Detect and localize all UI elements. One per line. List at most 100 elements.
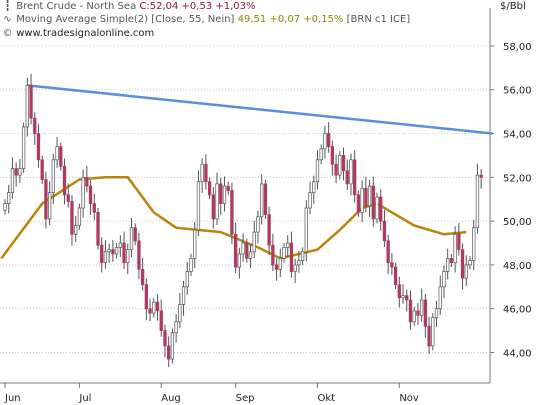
- candle-down: [230, 190, 234, 235]
- candle-down: [226, 185, 230, 191]
- candle-up: [77, 207, 82, 226]
- candle-up: [241, 242, 245, 255]
- candle-down: [460, 249, 465, 279]
- candle-down: [100, 244, 104, 264]
- candle-up: [312, 181, 316, 194]
- candle-up: [453, 233, 457, 264]
- candle-down: [40, 159, 44, 180]
- candle-up: [3, 203, 7, 211]
- candle-up: [260, 183, 264, 218]
- candle-down: [423, 299, 428, 327]
- candle-up: [431, 317, 435, 347]
- legend-symbol: [BRN c1 ICE]: [346, 14, 411, 25]
- candle-down: [245, 242, 249, 259]
- candle-down: [393, 266, 398, 285]
- candle-up: [282, 247, 286, 259]
- legend-ma-values: 49,51 +0,07 +0,15%: [237, 14, 344, 25]
- candle-down: [62, 166, 67, 196]
- candle-up: [126, 249, 130, 264]
- candle-up: [438, 286, 442, 310]
- candle-down: [207, 181, 212, 196]
- legend-moving-average: ∿ Moving Average Simple(2) [Close, 55, N…: [2, 13, 410, 26]
- candle-down: [219, 183, 223, 204]
- candle-up: [297, 260, 301, 266]
- candle-up: [51, 159, 56, 194]
- candle-down: [386, 240, 390, 264]
- candle-up: [349, 159, 353, 185]
- candle-down: [397, 284, 401, 299]
- x-tick-label: Aug: [161, 393, 181, 404]
- candle-down: [96, 212, 100, 246]
- candle-up: [74, 225, 78, 235]
- candle-down: [111, 249, 115, 255]
- candle-down: [167, 345, 171, 360]
- candle-up: [114, 247, 119, 255]
- candle-up: [304, 207, 308, 253]
- candle-up: [222, 185, 227, 204]
- candle-down: [353, 159, 357, 196]
- candle-up: [412, 310, 416, 323]
- candle-down: [148, 308, 152, 314]
- candle-down: [36, 133, 41, 161]
- candle-up: [278, 258, 282, 270]
- candle-up: [18, 168, 22, 176]
- candle-up: [81, 176, 85, 209]
- candle-down: [371, 185, 375, 220]
- candle-down: [137, 240, 141, 270]
- candle-down: [345, 170, 349, 185]
- x-tick-label: Jul: [78, 393, 91, 404]
- candle-down: [271, 244, 275, 266]
- candle-down: [416, 310, 420, 316]
- candle-down: [66, 194, 70, 202]
- trendline: [27, 84, 493, 135]
- candle-down: [92, 203, 96, 213]
- candle-up: [472, 227, 476, 261]
- candle-up: [25, 84, 29, 128]
- candle-down: [144, 284, 149, 310]
- candle-up: [21, 126, 26, 169]
- legend-price: ┇ Brent Crude - North Sea C:52,04 +0,53 …: [2, 0, 255, 13]
- candle-down: [33, 117, 37, 134]
- candle-up: [375, 196, 379, 220]
- candle-layer: [3, 73, 483, 367]
- candle-up: [401, 295, 405, 299]
- candle-up: [152, 301, 156, 314]
- candle-up: [308, 192, 312, 209]
- candle-down: [163, 330, 167, 347]
- candle-down: [44, 179, 48, 220]
- candle-down: [408, 299, 413, 323]
- candle-up: [10, 168, 15, 194]
- legend-price-name: Brent Crude - North Sea: [16, 1, 137, 12]
- candle-up: [248, 251, 253, 259]
- candle-up: [215, 183, 219, 220]
- source-link: www.tradesignalonline.com: [16, 28, 155, 39]
- candle-up: [315, 159, 320, 183]
- candle-up: [170, 332, 175, 360]
- y-axis-labels: 44,00 46,00 48,00 50,00 52,00 54,00 56,00 58,00: [503, 42, 532, 360]
- candle-down: [382, 220, 387, 242]
- candle-down: [379, 196, 383, 222]
- candle-down: [59, 146, 63, 167]
- candle-down: [479, 174, 483, 178]
- candle-down: [140, 268, 145, 285]
- candle-up: [319, 148, 323, 161]
- y-tick-label: 56,00: [503, 86, 532, 97]
- candle-up: [360, 187, 364, 213]
- candle-down: [457, 233, 461, 250]
- candle-down: [155, 301, 160, 312]
- candle-down: [204, 163, 208, 183]
- candle-down: [263, 183, 268, 215]
- candle-up: [185, 271, 189, 288]
- candle-down: [356, 194, 361, 213]
- candle-up: [118, 242, 122, 248]
- candle-up: [338, 155, 342, 176]
- candle-up: [468, 260, 472, 266]
- candle-down: [341, 155, 346, 172]
- candle-up: [237, 253, 242, 268]
- candle-up: [189, 258, 193, 272]
- candle-up: [107, 249, 111, 253]
- candle-up: [55, 146, 59, 161]
- candle-down: [267, 214, 271, 246]
